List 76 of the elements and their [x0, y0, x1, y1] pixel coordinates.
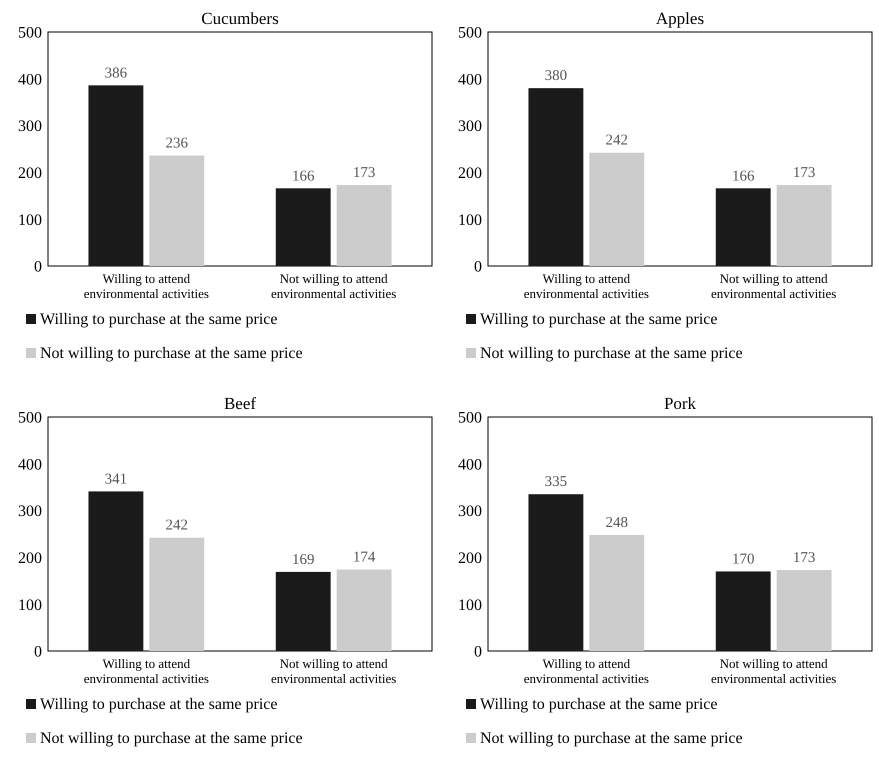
- legend-label: Not willing to purchase at the same price: [480, 730, 743, 747]
- data-label: 173: [792, 165, 816, 182]
- data-label: 248: [606, 514, 628, 531]
- data-label: 173: [352, 165, 376, 182]
- bar: [776, 570, 832, 651]
- data-label: 170: [732, 551, 754, 568]
- legend-label: Willing to purchase at the same price: [480, 311, 718, 328]
- x-tick-label: Not willing to attend environmental activities: [711, 656, 836, 686]
- x-tick-label: Willing to attend environmental activities: [84, 656, 209, 686]
- x-tick-label: Not willing to attend environmental activities: [271, 271, 396, 301]
- chart-title: Pork: [664, 394, 697, 413]
- legend-label: Willing to purchase at the same price: [480, 696, 718, 713]
- data-label: 242: [606, 132, 628, 149]
- x-tick-label: Not willing to attend environmental activities: [271, 656, 396, 686]
- legend-label: Not willing to purchase at the same price: [40, 345, 303, 362]
- bar: [776, 185, 832, 266]
- chart-title: Cucumbers: [201, 9, 279, 28]
- data-label: 169: [292, 552, 314, 568]
- y-tick-label: 200: [18, 165, 42, 182]
- data-label: 174: [352, 550, 376, 566]
- bar: [716, 188, 771, 266]
- y-tick-label: 500: [18, 410, 42, 427]
- y-tick-label: 0: [34, 258, 42, 276]
- y-tick-label: 200: [458, 165, 482, 182]
- y-tick-label: 100: [458, 596, 482, 614]
- legend-label: Willing to purchase at the same price: [40, 311, 278, 328]
- y-tick-label: 300: [18, 503, 42, 520]
- bar: [528, 88, 584, 266]
- data-label: 335: [544, 474, 568, 490]
- y-tick-label: 500: [458, 410, 482, 427]
- data-label: 173: [792, 550, 816, 566]
- bar: [589, 152, 644, 266]
- y-tick-label: 400: [458, 71, 482, 88]
- chart-title: Apples: [656, 9, 704, 28]
- y-tick-label: 400: [18, 71, 42, 88]
- data-label: 166: [732, 168, 755, 184]
- legend-label: Willing to purchase at the same price: [40, 696, 278, 713]
- y-tick-label: 500: [18, 24, 42, 42]
- x-tick-label: Willing to attend environmental activities: [84, 271, 209, 301]
- y-tick-label: 0: [474, 644, 482, 661]
- bar: [336, 570, 392, 651]
- bar: [88, 491, 144, 651]
- bar: [716, 571, 771, 651]
- y-tick-label: 0: [34, 644, 42, 661]
- bar: [149, 156, 204, 266]
- y-tick-label: 200: [458, 550, 482, 567]
- bar: [88, 85, 144, 266]
- bar: [149, 538, 204, 651]
- data-label: 386: [104, 65, 128, 82]
- y-tick-label: 300: [18, 118, 42, 136]
- legend-label: Not willing to purchase at the same price: [40, 730, 303, 747]
- bar: [528, 494, 584, 651]
- y-tick-label: 200: [18, 550, 42, 567]
- y-tick-label: 100: [458, 212, 482, 229]
- x-tick-label: Willing to attend environmental activities: [524, 271, 649, 301]
- data-label: 166: [292, 168, 315, 184]
- y-tick-label: 100: [18, 596, 42, 614]
- y-tick-label: 300: [458, 118, 482, 136]
- y-tick-label: 400: [18, 456, 42, 474]
- data-label: 236: [166, 136, 189, 152]
- y-tick-label: 300: [458, 503, 482, 520]
- y-tick-label: 0: [474, 258, 482, 276]
- bar: [589, 534, 644, 651]
- bar: [276, 188, 331, 266]
- bar: [336, 185, 392, 266]
- x-tick-label: Not willing to attend environmental activities: [711, 271, 836, 301]
- x-tick-label: Willing to attend environmental activities: [524, 656, 649, 686]
- bar: [276, 572, 331, 651]
- chart-title: Beef: [224, 394, 256, 413]
- data-label: 380: [544, 68, 568, 84]
- data-label: 242: [166, 518, 188, 534]
- y-tick-label: 500: [458, 24, 482, 42]
- y-tick-label: 400: [458, 456, 482, 474]
- data-label: 341: [104, 471, 128, 488]
- legend-label: Not willing to purchase at the same price: [480, 345, 743, 362]
- y-tick-label: 100: [18, 212, 42, 229]
